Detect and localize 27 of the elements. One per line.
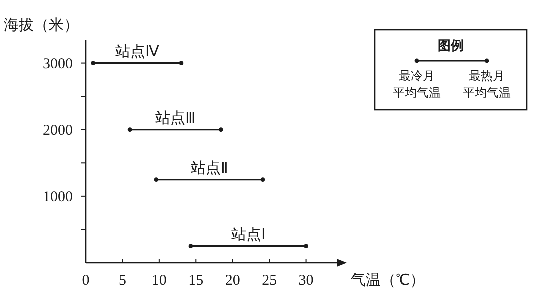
point (260, 178, 266, 182)
point (188, 244, 194, 249)
x-tick-label: 30 (298, 273, 314, 289)
x-tick-label: 10 (152, 273, 167, 289)
point (128, 128, 132, 132)
y-tick-label: 1000 (43, 189, 73, 206)
x-tick-label: 25 (262, 273, 278, 289)
x-tick-label: 20 (225, 273, 240, 289)
series-label: 站点Ⅳ (115, 43, 160, 60)
y-axis-title: 海拔（米） (4, 17, 79, 34)
text: 最热月平均气温 (463, 69, 511, 100)
y-tick-label: 2000 (43, 122, 73, 139)
series-label: 站点Ⅲ (156, 110, 196, 127)
x-tick-label: 15 (188, 273, 204, 289)
point (218, 128, 224, 132)
x-axis-title: 气温（℃） (351, 272, 425, 289)
point (304, 244, 308, 249)
x-tick-label: 0 (82, 273, 90, 289)
series-label: 站点Ⅰ (232, 226, 266, 244)
point (179, 61, 184, 66)
text: 最冷月平均气温 (393, 69, 441, 100)
series-label: 站点Ⅱ (191, 160, 228, 177)
x-tick-label: 5 (118, 273, 126, 289)
point (91, 61, 96, 66)
y-tick-label: 3000 (43, 56, 73, 72)
legend-title: 图例 (438, 38, 464, 53)
point (154, 178, 159, 182)
